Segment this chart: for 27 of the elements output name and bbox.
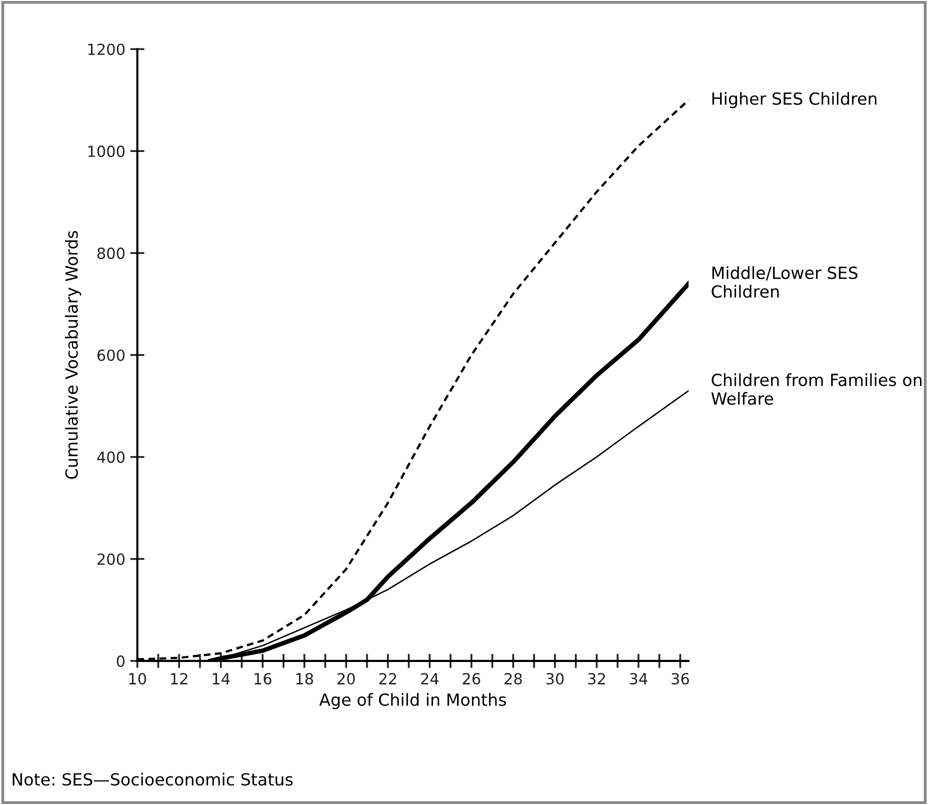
- x-tick-label: 24: [421, 672, 439, 684]
- x-tick-label: 12: [171, 672, 188, 684]
- x-tick-label: 28: [504, 672, 522, 685]
- x-tick-label: 10: [129, 672, 146, 685]
- y-tick-label: 1200: [88, 44, 125, 56]
- series-label: Children from Families on Welfare: [711, 373, 922, 405]
- series-label: Middle/Lower SES Children: [712, 266, 858, 298]
- y-tick-label: 200: [97, 553, 125, 565]
- y-tick-label: 400: [97, 451, 125, 463]
- text: Note: SES—Socioeconomic Status: [12, 772, 293, 786]
- y-tick-label: 1000: [88, 146, 125, 158]
- y-tick-label: 0: [116, 655, 125, 667]
- x-tick-label: 14: [212, 673, 230, 684]
- x-tick-label: 26: [462, 672, 480, 685]
- x-tick-label: 18: [296, 672, 314, 685]
- x-tick-label: 30: [546, 672, 564, 685]
- x-tick-label: 22: [379, 672, 396, 684]
- series-label: Higher SES Children: [712, 92, 876, 108]
- y-axis-title: Cumulative Vocabulary Words: [64, 231, 82, 479]
- x-axis-title: Age of Child in Months: [319, 693, 506, 710]
- x-tick-label: 34: [630, 672, 648, 685]
- x-tick-label: 20: [338, 672, 355, 685]
- x-tick-label: 32: [588, 672, 605, 685]
- x-tick-label: 36: [672, 672, 689, 685]
- y-tick-label: 600: [97, 349, 125, 362]
- y-tick-label: 800: [97, 248, 125, 260]
- x-tick-label: 16: [254, 672, 272, 685]
